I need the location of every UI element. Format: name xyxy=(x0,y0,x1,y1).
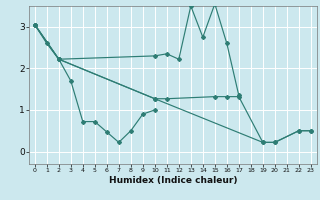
X-axis label: Humidex (Indice chaleur): Humidex (Indice chaleur) xyxy=(108,176,237,185)
